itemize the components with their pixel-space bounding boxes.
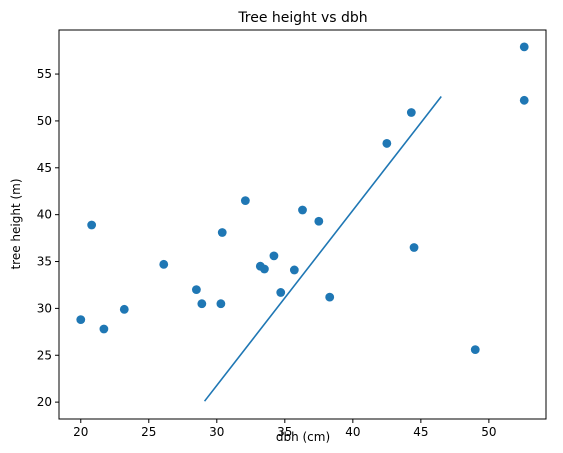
data-point <box>240 196 250 205</box>
data-point <box>298 205 307 215</box>
x-tick-label: 50 <box>481 425 496 439</box>
plot-area <box>76 42 529 402</box>
data-point <box>269 251 279 261</box>
x-axis-label: dbh (cm) <box>276 430 330 444</box>
x-tick-label: 35 <box>277 425 292 439</box>
x-tick-label: 30 <box>209 425 224 439</box>
x-tick-label: 40 <box>345 425 360 439</box>
data-point <box>406 108 416 117</box>
x-tick-label: 25 <box>141 425 156 439</box>
data-point <box>470 345 480 355</box>
chart-title: Tree height vs dbh <box>237 10 367 26</box>
trend-line <box>203 96 442 402</box>
data-point <box>159 259 169 269</box>
data-point <box>289 265 299 275</box>
y-tick-label: 40 <box>37 208 52 222</box>
x-tick-label: 20 <box>73 425 88 439</box>
data-point <box>382 139 392 148</box>
data-point <box>314 216 324 226</box>
y-tick-label: 35 <box>37 255 52 269</box>
y-tick-label: 55 <box>37 67 52 81</box>
data-point <box>197 299 207 309</box>
data-point <box>217 228 227 237</box>
x-axis: 20 25 30 35 40 45 50 <box>73 419 497 439</box>
y-tick-label: 25 <box>37 348 52 362</box>
data-point <box>276 288 286 297</box>
y-tick-label: 30 <box>37 301 52 315</box>
data-point <box>87 220 97 230</box>
y-tick-label: 20 <box>37 395 52 409</box>
x-tick-label: 45 <box>413 425 428 439</box>
data-point <box>519 42 529 52</box>
y-tick-label: 45 <box>37 161 52 175</box>
y-tick-label: 50 <box>37 114 52 128</box>
data-point <box>76 315 86 325</box>
data-point <box>191 285 201 295</box>
axes-frame <box>58 29 547 420</box>
data-point <box>216 299 226 309</box>
data-point <box>119 304 129 314</box>
data-point <box>409 243 419 252</box>
data-point <box>519 95 529 105</box>
y-axis-label: tree height (m) <box>9 178 23 269</box>
data-point <box>325 292 335 302</box>
data-point <box>260 264 269 274</box>
data-point <box>99 324 109 334</box>
y-axis: 20 25 30 35 40 45 50 55 <box>37 67 59 409</box>
